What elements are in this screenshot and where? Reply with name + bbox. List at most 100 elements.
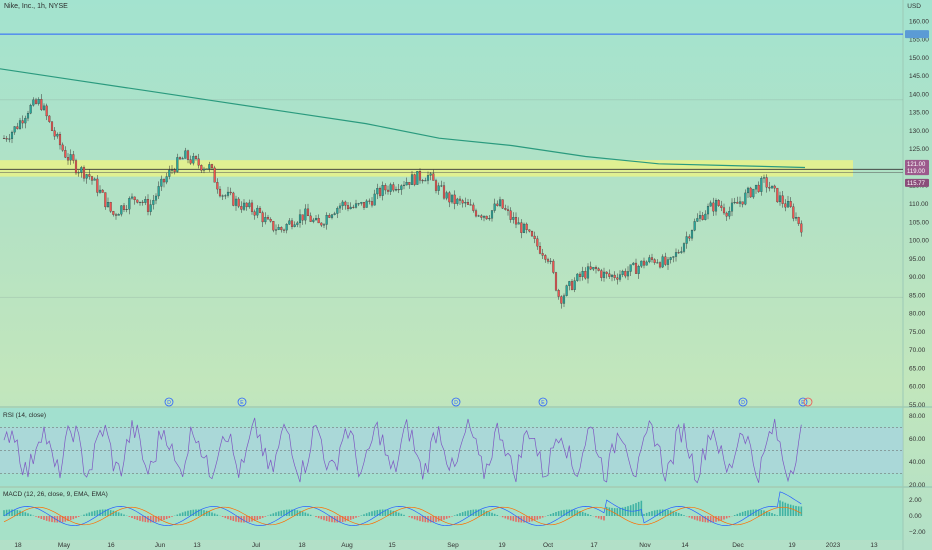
macd-histogram-bar (547, 515, 549, 516)
macd-histogram-bar (160, 516, 163, 521)
macd-histogram-bar (128, 516, 131, 517)
macd-pane (0, 488, 903, 540)
candle (66, 157, 70, 161)
price-tick-label: 130.00 (909, 128, 929, 135)
macd-histogram-bar (696, 516, 699, 521)
macd-histogram-bar (683, 515, 685, 516)
candle (797, 217, 800, 224)
candle (618, 274, 622, 280)
candle (88, 174, 91, 177)
candle (752, 188, 755, 198)
candle (168, 169, 171, 177)
macd-histogram-bar (475, 509, 477, 516)
macd-label: MACD (12, 26, close, 9, EMA, EMA) (3, 491, 108, 498)
macd-histogram-bar (603, 516, 605, 521)
time-tick-label: Nov (639, 542, 651, 549)
candle (69, 154, 72, 161)
macd-histogram-bar (616, 508, 619, 516)
price-tick-label: 85.00 (909, 292, 926, 299)
event-marker (451, 397, 461, 407)
macd-histogram-bar (773, 514, 776, 516)
candle (754, 184, 758, 190)
time-tick-label: Sep (447, 542, 459, 549)
candle (634, 262, 638, 274)
candle (80, 167, 83, 173)
candle (594, 267, 598, 269)
candle (18, 120, 22, 129)
rsi-tick-label: 20.00 (909, 482, 926, 489)
candle (528, 229, 531, 232)
macd-histogram-bar (301, 511, 304, 516)
macd-histogram-bar (85, 513, 88, 516)
candle (226, 191, 230, 196)
macd-histogram-bar (693, 516, 696, 520)
macd-histogram-bar (549, 514, 552, 516)
macd-histogram-bar (149, 516, 152, 523)
macd-histogram-bar (165, 516, 168, 520)
candle (133, 196, 136, 201)
candle (34, 99, 38, 104)
macd-histogram-bar (661, 509, 664, 516)
macd-histogram-bar (701, 516, 704, 522)
macd-histogram-bar (648, 511, 651, 516)
macd-histogram-bar (237, 516, 240, 523)
macd-histogram-bar (533, 516, 536, 521)
candle (269, 218, 272, 222)
candle (178, 157, 182, 160)
candle (128, 198, 131, 210)
candle (194, 156, 198, 159)
event-marker (798, 397, 808, 407)
macd-histogram-bar (600, 516, 603, 520)
candle (109, 202, 112, 212)
macd-histogram-bar (360, 515, 363, 516)
time-tick-label: 14 (681, 542, 689, 549)
macd-histogram-bar (304, 512, 307, 516)
candle (373, 193, 376, 206)
event-marker-label: D (741, 400, 745, 406)
macd-histogram-bar (443, 516, 445, 520)
macd-histogram-bar (88, 512, 91, 516)
candle (64, 150, 67, 158)
macd-histogram-bar (419, 516, 421, 522)
candle (653, 259, 656, 263)
event-marker-label: E (240, 400, 244, 406)
candle (664, 256, 667, 265)
macd-histogram-bar (560, 510, 563, 516)
candle (762, 177, 766, 179)
candle (690, 230, 694, 239)
time-tick-label: Jul (252, 542, 261, 549)
macd-histogram-bar (211, 512, 213, 516)
candle (328, 215, 331, 218)
candle (680, 251, 683, 253)
macd-histogram-bar (213, 513, 216, 516)
candle (264, 217, 267, 223)
candle (760, 178, 763, 192)
candle (554, 272, 558, 291)
macd-histogram-bar (277, 511, 280, 516)
macd-histogram-bar (467, 510, 469, 516)
candle (520, 222, 523, 233)
candle (261, 212, 264, 223)
candle (541, 253, 544, 256)
event-marker (738, 397, 748, 407)
candle (410, 174, 414, 185)
macd-histogram-bar (723, 516, 725, 520)
candle (136, 199, 139, 203)
candle (421, 180, 424, 182)
rsi-line (3, 417, 802, 484)
macd-histogram-bar (379, 509, 381, 516)
macd-histogram-bar (491, 512, 493, 516)
macd-histogram-bar (792, 505, 795, 516)
macd-histogram-bar (16, 510, 19, 516)
macd-histogram-bar (275, 512, 277, 516)
macd-histogram-bar (784, 502, 787, 516)
price-tick-label: 160.00 (909, 18, 929, 25)
macd-histogram-bar (504, 516, 507, 519)
macd-histogram-bar (776, 515, 779, 516)
macd-histogram-bar (613, 508, 616, 516)
macd-histogram-bar (261, 516, 264, 518)
candle (266, 217, 270, 220)
macd-histogram-bar (40, 516, 43, 519)
